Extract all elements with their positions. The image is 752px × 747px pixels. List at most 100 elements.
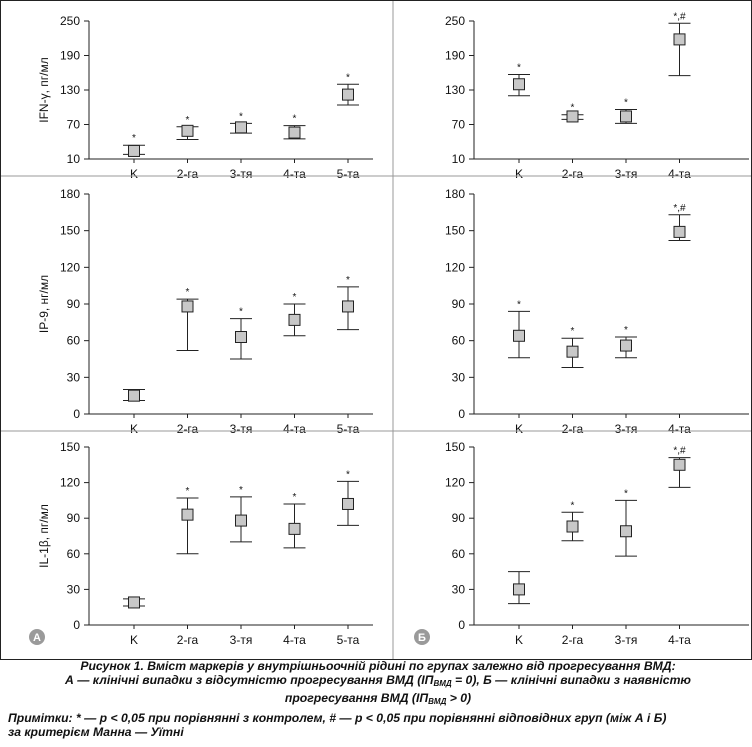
chart-2-y-tick-label: 130: [445, 83, 465, 97]
chart-1-x-tick-label: 5-та: [337, 167, 360, 181]
chart-4-y-tick-label: 120: [445, 260, 465, 274]
figure-caption: Рисунок 1. Вміст маркерів у внутрішньооч…: [8, 659, 748, 709]
chart-1-median-marker: [181, 124, 194, 137]
chart-2-median-marker: [513, 78, 525, 91]
chart-2-x-tick-label: 4-та: [668, 167, 691, 181]
chart-6-x-tick-label: 2-га: [562, 633, 584, 647]
caption-desc-b-post: > 0): [446, 691, 472, 705]
chart-3-median-marker: [342, 300, 354, 313]
chart-2-significance-mark: *: [571, 103, 575, 114]
chart-1-median-marker: [342, 88, 354, 101]
chart-5-median-marker: [342, 497, 354, 510]
chart-5-significance-mark: *: [186, 486, 190, 497]
figure-notes: Примітки: * — p < 0,05 при порівнянні з …: [8, 711, 748, 739]
chart-1-significance-mark: *: [239, 111, 243, 122]
chart-5-y-tick-label: 120: [60, 476, 80, 490]
chart-6-median-marker: [673, 458, 686, 471]
chart-2-significance-mark: *: [624, 98, 628, 109]
chart-1-median-marker: [235, 121, 247, 134]
caption-desc-line-1: А — клінічні випадки з відсутністю прогр…: [8, 673, 748, 691]
caption-title-line: Рисунок 1. Вміст маркерів у внутрішньооч…: [80, 659, 676, 673]
chart-1-significance-mark: *: [132, 133, 136, 144]
chart-3-x-tick-label: K: [130, 422, 138, 436]
chart-5-y-tick-label: 90: [67, 511, 81, 525]
chart-4-significance-mark: *: [517, 299, 521, 310]
chart-4-x-tick-label: 2-га: [562, 422, 584, 436]
chart-3-median-marker: [181, 300, 194, 313]
chart-6-y-tick-label: 30: [452, 582, 466, 596]
chart-2-x-tick-label: K: [515, 167, 523, 181]
chart-1-x-tick-label: 2-га: [177, 167, 199, 181]
chart-3-y-tick-label: 120: [60, 260, 80, 274]
chart-4-median-marker: [673, 225, 686, 238]
chart-6-y-tick-label: 0: [458, 618, 465, 632]
chart-6-median-marker: [513, 583, 525, 596]
chart-2-x-tick-label: 2-га: [562, 167, 584, 181]
figure-frame: 10 70 130 190 250 IFN-γ, пг/мл K * 2-га * 3-тя * 4-т…: [0, 0, 752, 660]
chart-6-significance-mark: *: [624, 488, 628, 499]
chart-4-median-marker: [513, 329, 525, 342]
chart-2-y-tick-label: 70: [452, 118, 466, 132]
chart-3-significance-mark: *: [239, 307, 243, 318]
chart-5-y-axis-label: IL-1β, пг/мл: [37, 504, 51, 568]
chart-1-median-marker: [128, 144, 140, 157]
caption-desc-line-2: прогресування ВМД (ІПВМД > 0): [8, 691, 748, 709]
chart-3-median-marker: [288, 313, 301, 326]
chart-2-significance-mark: *: [517, 62, 521, 73]
chart-3-significance-mark: *: [186, 287, 190, 298]
chart-5-significance-mark: *: [346, 469, 350, 480]
chart-1-x-tick-label: 4-та: [283, 167, 306, 181]
chart-6-y-tick-label: 60: [452, 547, 466, 561]
chart-4-significance-mark: *: [624, 325, 628, 336]
chart-1-y-tick-label: 250: [60, 14, 80, 28]
chart-3-median-marker: [128, 389, 140, 402]
chart-3-x-tick-label: 5-та: [337, 422, 360, 436]
chart-4-y-tick-label: 0: [458, 407, 465, 421]
chart-3-median-marker: [235, 331, 247, 343]
chart-3-significance-mark: *: [293, 292, 297, 303]
chart-4-y-tick-label: 30: [452, 370, 466, 384]
chart-1-median-marker: [288, 126, 301, 139]
chart-3-y-tick-label: 0: [73, 407, 80, 421]
chart-2-y-tick-label: 10: [452, 152, 466, 166]
chart-1-y-tick-label: 130: [60, 83, 80, 97]
chart-5-significance-mark: *: [239, 485, 243, 496]
chart-5-y-tick-label: 30: [67, 582, 81, 596]
chart-5-panel-letter: А: [33, 632, 41, 644]
chart-5-x-tick-label: 3-тя: [230, 633, 253, 647]
chart-5-x-tick-label: K: [130, 633, 138, 647]
chart-6-x-tick-label: 4-та: [668, 633, 691, 647]
chart-5-median-marker: [128, 596, 140, 609]
chart-3-x-tick-label: 4-та: [283, 422, 306, 436]
chart-1-x-tick-label: 3-тя: [230, 167, 253, 181]
chart-6-panel-letter: Б: [418, 632, 426, 644]
chart-3-y-axis-label: IP-9, нг/мл: [37, 275, 51, 333]
chart-2-y-tick-label: 250: [445, 14, 465, 28]
chart-6-significance-mark: *: [571, 500, 575, 511]
chart-4-median-marker: [620, 339, 632, 352]
chart-4-y-tick-label: 150: [445, 224, 465, 238]
chart-6-y-tick-label: 150: [445, 440, 465, 454]
chart-4-significance-mark: *,#: [673, 203, 686, 214]
notes-line-1: Примітки: * — p < 0,05 при порівнянні з …: [8, 711, 667, 725]
chart-6-median-marker: [566, 520, 579, 533]
chart-6-x-tick-label: 3-тя: [615, 633, 638, 647]
chart-3-y-tick-label: 30: [67, 370, 81, 384]
chart-3-y-tick-label: 60: [67, 334, 81, 348]
chart-6-significance-mark: *,#: [673, 446, 686, 457]
chart-1-y-tick-label: 70: [67, 118, 81, 132]
chart-2-x-tick-label: 3-тя: [615, 167, 638, 181]
chart-5-y-tick-label: 0: [73, 618, 80, 632]
chart-4-x-tick-label: K: [515, 422, 523, 436]
chart-1-x-tick-label: K: [130, 167, 138, 181]
caption-desc-b-pre: прогресування ВМД (ІП: [284, 691, 429, 705]
chart-5-median-marker: [288, 522, 301, 535]
caption-desc-b-sub: ВМД: [428, 697, 447, 706]
chart-5-x-tick-label: 5-та: [337, 633, 360, 647]
chart-6-panel-badge: [414, 629, 430, 645]
chart-3-y-tick-label: 90: [67, 297, 81, 311]
chart-4-y-tick-label: 90: [452, 297, 466, 311]
chart-5-x-tick-label: 2-га: [177, 633, 199, 647]
chart-1-y-tick-label: 10: [67, 152, 81, 166]
chart-5-significance-mark: *: [293, 492, 297, 503]
